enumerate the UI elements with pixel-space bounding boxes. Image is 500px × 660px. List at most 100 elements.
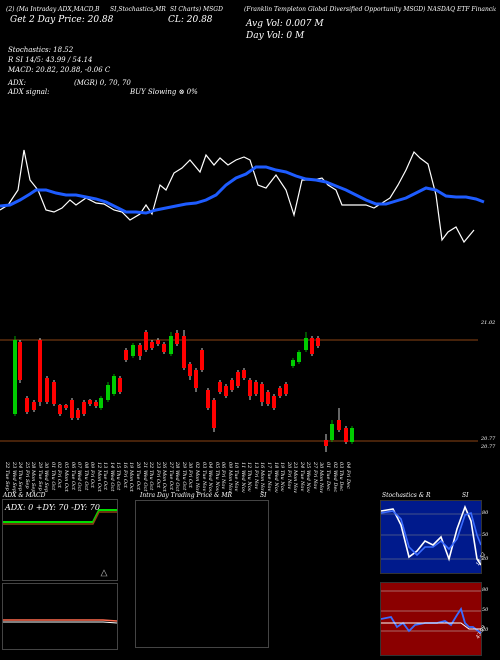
date-label: 19 Thu Nov xyxy=(279,462,286,492)
candle-body xyxy=(169,336,173,354)
stoch-tick-20: 20 xyxy=(482,556,489,562)
date-label: 16 Fri Oct xyxy=(121,462,128,488)
candle-body xyxy=(45,378,49,402)
candle-body xyxy=(224,386,228,396)
date-label: 06 Tue Oct xyxy=(69,462,76,490)
macd-panel xyxy=(2,583,118,650)
adx-signal-label: ADX signal: xyxy=(8,88,50,96)
date-label: 23 Fri Oct xyxy=(154,462,161,488)
date-label: 01 Tue Dec xyxy=(324,462,331,491)
candle-body xyxy=(124,350,128,360)
rsi-readout: R SI 14/5: 43.99 / 54.14 xyxy=(8,56,93,64)
candle-body xyxy=(52,382,56,404)
stochastics-readout: Stochastics: 18.52 xyxy=(8,46,74,54)
candle-body xyxy=(88,400,92,404)
date-label: 23 Mon Nov xyxy=(292,462,299,494)
date-label: 29 Tue Sep xyxy=(36,462,43,491)
date-label: 26 Mon Oct xyxy=(161,462,168,492)
date-label: 19 Mon Oct xyxy=(128,462,135,492)
date-label: 20 Fri Nov xyxy=(285,462,292,490)
stochastics-panel-si: SI xyxy=(462,492,469,499)
date-label: 30 Mon Nov xyxy=(318,462,325,494)
candle-body xyxy=(230,380,234,390)
date-label: 05 Thu Nov xyxy=(213,462,220,492)
candle-body xyxy=(272,396,276,408)
candle-body xyxy=(304,338,308,350)
date-label: 02 Wed Dec xyxy=(331,462,338,493)
candle-body xyxy=(18,342,22,380)
date-label: 03 Thu Dec xyxy=(338,462,345,492)
candle-body xyxy=(175,333,179,344)
mgr-readout: (MGR) 0, 70, 70 xyxy=(74,79,131,87)
price-top-label: 21.02 xyxy=(481,320,496,326)
date-label: 29 Thu Oct xyxy=(180,462,187,491)
header-indicators-2: SI,Stochastics,MR xyxy=(110,6,166,13)
date-label: 27 Fri Nov xyxy=(311,462,318,490)
candle-body xyxy=(330,424,334,440)
rsi-panel: 80 50 20 43.99 xyxy=(380,582,488,656)
rsi-tick-80: 80 xyxy=(482,587,489,593)
candlestick-series xyxy=(13,330,354,452)
date-label: 22 Tue Sep xyxy=(4,462,10,491)
candle-body xyxy=(200,350,204,370)
date-label: 12 Mon Oct xyxy=(95,462,102,492)
candle-body xyxy=(106,385,110,400)
stochastics-panel: 80 50 20 18.52 xyxy=(380,500,488,574)
header-chart-symbol: SI Charts) MSGD xyxy=(170,6,223,13)
header-indicators: (2) (Ma Intraday ADX,MACD,B xyxy=(6,6,100,13)
candle-body xyxy=(156,340,160,344)
candle-body xyxy=(13,340,17,414)
candle-body xyxy=(82,402,86,414)
date-label: 08 Thu Oct xyxy=(82,462,89,491)
candle-body xyxy=(150,342,154,348)
date-label: 13 Fri Nov xyxy=(252,462,259,490)
candle-body xyxy=(64,405,68,408)
candle-body xyxy=(182,336,186,368)
candle-body xyxy=(144,332,148,350)
candle-body xyxy=(291,360,295,366)
candle-body xyxy=(32,402,36,410)
date-label: 14 Wed Oct xyxy=(108,462,115,492)
candle-body xyxy=(324,440,328,446)
date-label: 02 Mon Nov xyxy=(193,462,200,494)
candle-body xyxy=(131,345,135,356)
date-label: 10 Tue Nov xyxy=(233,462,240,492)
candle-body xyxy=(297,352,301,362)
candle-body xyxy=(212,400,216,428)
candle-body xyxy=(188,364,192,376)
date-label: 03 Tue Nov xyxy=(200,462,207,492)
candle-body xyxy=(284,384,288,394)
candle-body xyxy=(162,344,166,352)
stoch-tick-50: 50 xyxy=(482,532,489,538)
candle-body xyxy=(206,390,210,408)
adx-panel-readout: ADX: 0 +DY: 70 -DY: 70 xyxy=(5,503,100,512)
date-label: 09 Fri Oct xyxy=(89,462,96,488)
header-fund-name: (Franklin Templeton Global Diversified O… xyxy=(244,6,496,13)
date-label: 23 Wed Sep xyxy=(10,462,17,493)
date-label: 05 Mon Oct xyxy=(62,462,69,492)
date-label: 18 Wed Nov xyxy=(272,462,279,493)
date-label: 28 Mon Sep xyxy=(30,462,37,493)
candle-body xyxy=(194,370,198,388)
intraday-panel-title: Intra Day Trading Price & MR xyxy=(140,492,233,499)
date-label: 06 Fri Nov xyxy=(220,462,227,490)
candle-body xyxy=(94,402,98,406)
date-label: 12 Thu Nov xyxy=(246,462,253,492)
adx-lines xyxy=(3,509,117,577)
adx-readout: ADX: xyxy=(8,79,27,87)
date-label: 21 Wed Oct xyxy=(141,462,148,492)
date-label: 27 Tue Oct xyxy=(167,462,174,490)
date-label: 17 Tue Nov xyxy=(266,462,272,492)
macd-lines xyxy=(3,619,117,624)
candle-body xyxy=(99,398,103,408)
rsi-tick-50: 50 xyxy=(482,607,489,613)
date-label: 30 Fri Oct xyxy=(187,462,194,488)
intraday-panel xyxy=(135,500,269,648)
date-label: 07 Wed Oct xyxy=(76,462,83,492)
date-label: 28 Wed Oct xyxy=(174,462,181,492)
date-label: 22 Thu Oct xyxy=(148,462,155,491)
candle-body xyxy=(76,410,80,418)
date-label: 09 Mon Nov xyxy=(226,462,233,494)
date-label: 11 Wed Nov xyxy=(239,462,246,493)
